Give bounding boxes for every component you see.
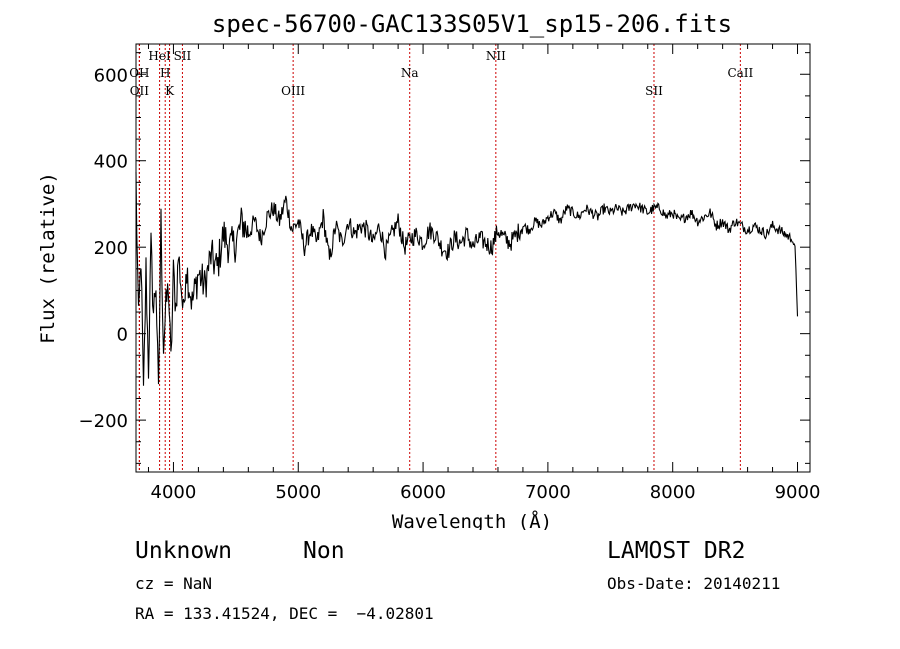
y-tick-label: 0 [117, 325, 128, 346]
x-tick-label: 4000 [151, 482, 197, 503]
spectral-line-label: CaII [727, 66, 753, 80]
spectral-line-label: HeI [148, 49, 171, 63]
axis-ticks: 4000 5000 6000 7000 8000 9000 −200 0 200 400 600 [79, 44, 821, 503]
spectrum-line [135, 171, 799, 386]
spectral-line-label: NII [486, 49, 506, 63]
spectral-line-label: SII [645, 84, 663, 98]
spectral-line-label: H [160, 66, 170, 80]
observation-date: Obs-Date: 20140211 [607, 574, 781, 593]
object-subclass: Non [303, 538, 345, 564]
x-tick-label: 8000 [650, 482, 696, 503]
y-axis-label: Flux (relative) [37, 172, 59, 344]
spectral-line-label: Na [401, 66, 419, 80]
spectrum-chart: spec-56700-GAC133S05V1_sp15-206.fits OII… [37, 10, 821, 530]
chart-title: spec-56700-GAC133S05V1_sp15-206.fits [212, 10, 732, 38]
plot-frame [135, 43, 811, 473]
ra-dec: RA = 133.41524, DEC = −4.02801 [135, 604, 434, 623]
object-class: Unknown [135, 538, 232, 564]
spectral-line-label: OII [130, 84, 150, 98]
spectral-line-label: OH [129, 66, 149, 80]
x-tick-label: 6000 [400, 482, 446, 503]
y-tick-label: −200 [79, 411, 128, 432]
survey-name: LAMOST DR2 [607, 538, 746, 564]
spectral-line-label: K [165, 84, 175, 98]
spectral-line-label: OIII [281, 84, 305, 98]
x-tick-label: 7000 [525, 482, 571, 503]
y-tick-label: 600 [94, 65, 128, 86]
y-tick-label: 400 [94, 152, 128, 173]
x-tick-label: 5000 [275, 482, 321, 503]
spectral-line-label: SII [174, 49, 192, 63]
x-tick-label: 9000 [775, 482, 821, 503]
redshift-cz: cz = NaN [135, 574, 213, 593]
x-axis-label: Wavelength (Å) [392, 510, 552, 530]
y-tick-label: 200 [94, 238, 128, 259]
